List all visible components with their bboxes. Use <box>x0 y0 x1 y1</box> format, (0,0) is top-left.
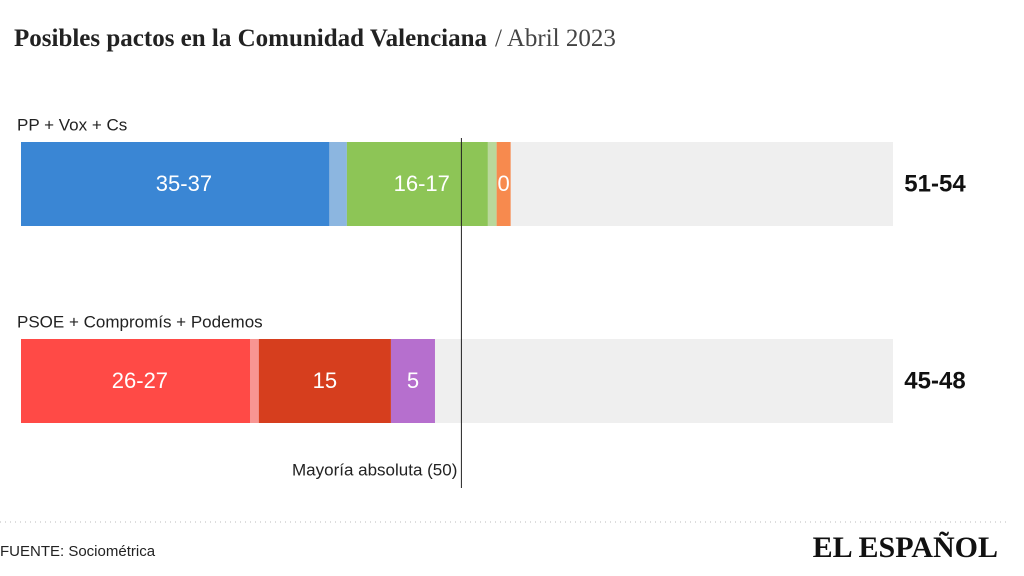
segment-label: 5 <box>407 368 419 393</box>
segment <box>21 339 251 423</box>
segment <box>258 339 391 423</box>
segment-label: 26-27 <box>112 368 168 393</box>
segment-label: 35-37 <box>156 171 212 196</box>
segment-empty <box>496 142 511 226</box>
segment <box>21 142 330 226</box>
total-label: 45-48 <box>904 367 965 394</box>
subtitle: / Abril 2023 <box>495 25 616 52</box>
total-label: 51-54 <box>904 170 966 197</box>
logo: EL ESPAÑOL <box>813 531 998 564</box>
title: Posibles pactos en la Comunidad Valencia… <box>14 25 488 52</box>
segment-label: 0 <box>498 171 510 196</box>
chart-title: Posibles pactos en la Comunidad Valencia… <box>14 25 616 52</box>
group-label: PSOE + Compromís + Podemos <box>17 312 263 331</box>
segment-range <box>329 142 347 226</box>
segment <box>390 339 435 423</box>
segment-label: 15 <box>313 368 337 393</box>
segment-range <box>487 142 497 226</box>
segment <box>346 142 488 226</box>
segment-label: 16-17 <box>394 171 450 196</box>
source: FUENTE: Sociométrica <box>0 543 156 560</box>
threshold-label: Mayoría absoluta (50) <box>292 460 457 479</box>
group-label: PP + Vox + Cs <box>17 115 127 134</box>
segment-range <box>250 339 259 423</box>
